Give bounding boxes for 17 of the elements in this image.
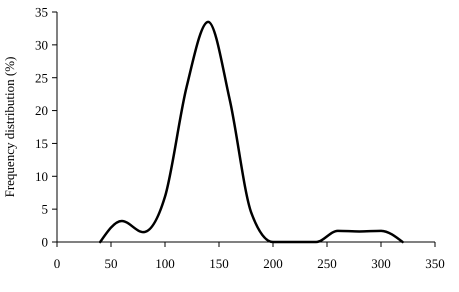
x-tick-label: 100: [155, 256, 175, 271]
y-tick-label: 30: [35, 37, 48, 52]
y-tick-label: 15: [35, 136, 48, 151]
x-tick-label: 200: [263, 256, 283, 271]
y-tick-label: 10: [35, 168, 48, 184]
x-tick-label: 150: [209, 256, 229, 271]
y-tick-label: 35: [35, 4, 48, 20]
y-axis-title: Frequency distribution (%): [2, 56, 17, 198]
y-tick-label: 5: [42, 202, 48, 217]
y-tick-label: 25: [35, 70, 48, 86]
x-tick-label: 50: [104, 256, 118, 271]
x-tick-label: 250: [317, 256, 337, 271]
x-tick-label: 350: [425, 256, 445, 271]
y-tick-label: 20: [35, 103, 48, 118]
x-tick-label: 300: [371, 256, 391, 271]
x-tick-label: 0: [54, 256, 60, 271]
y-tick-label: 0: [42, 234, 48, 250]
